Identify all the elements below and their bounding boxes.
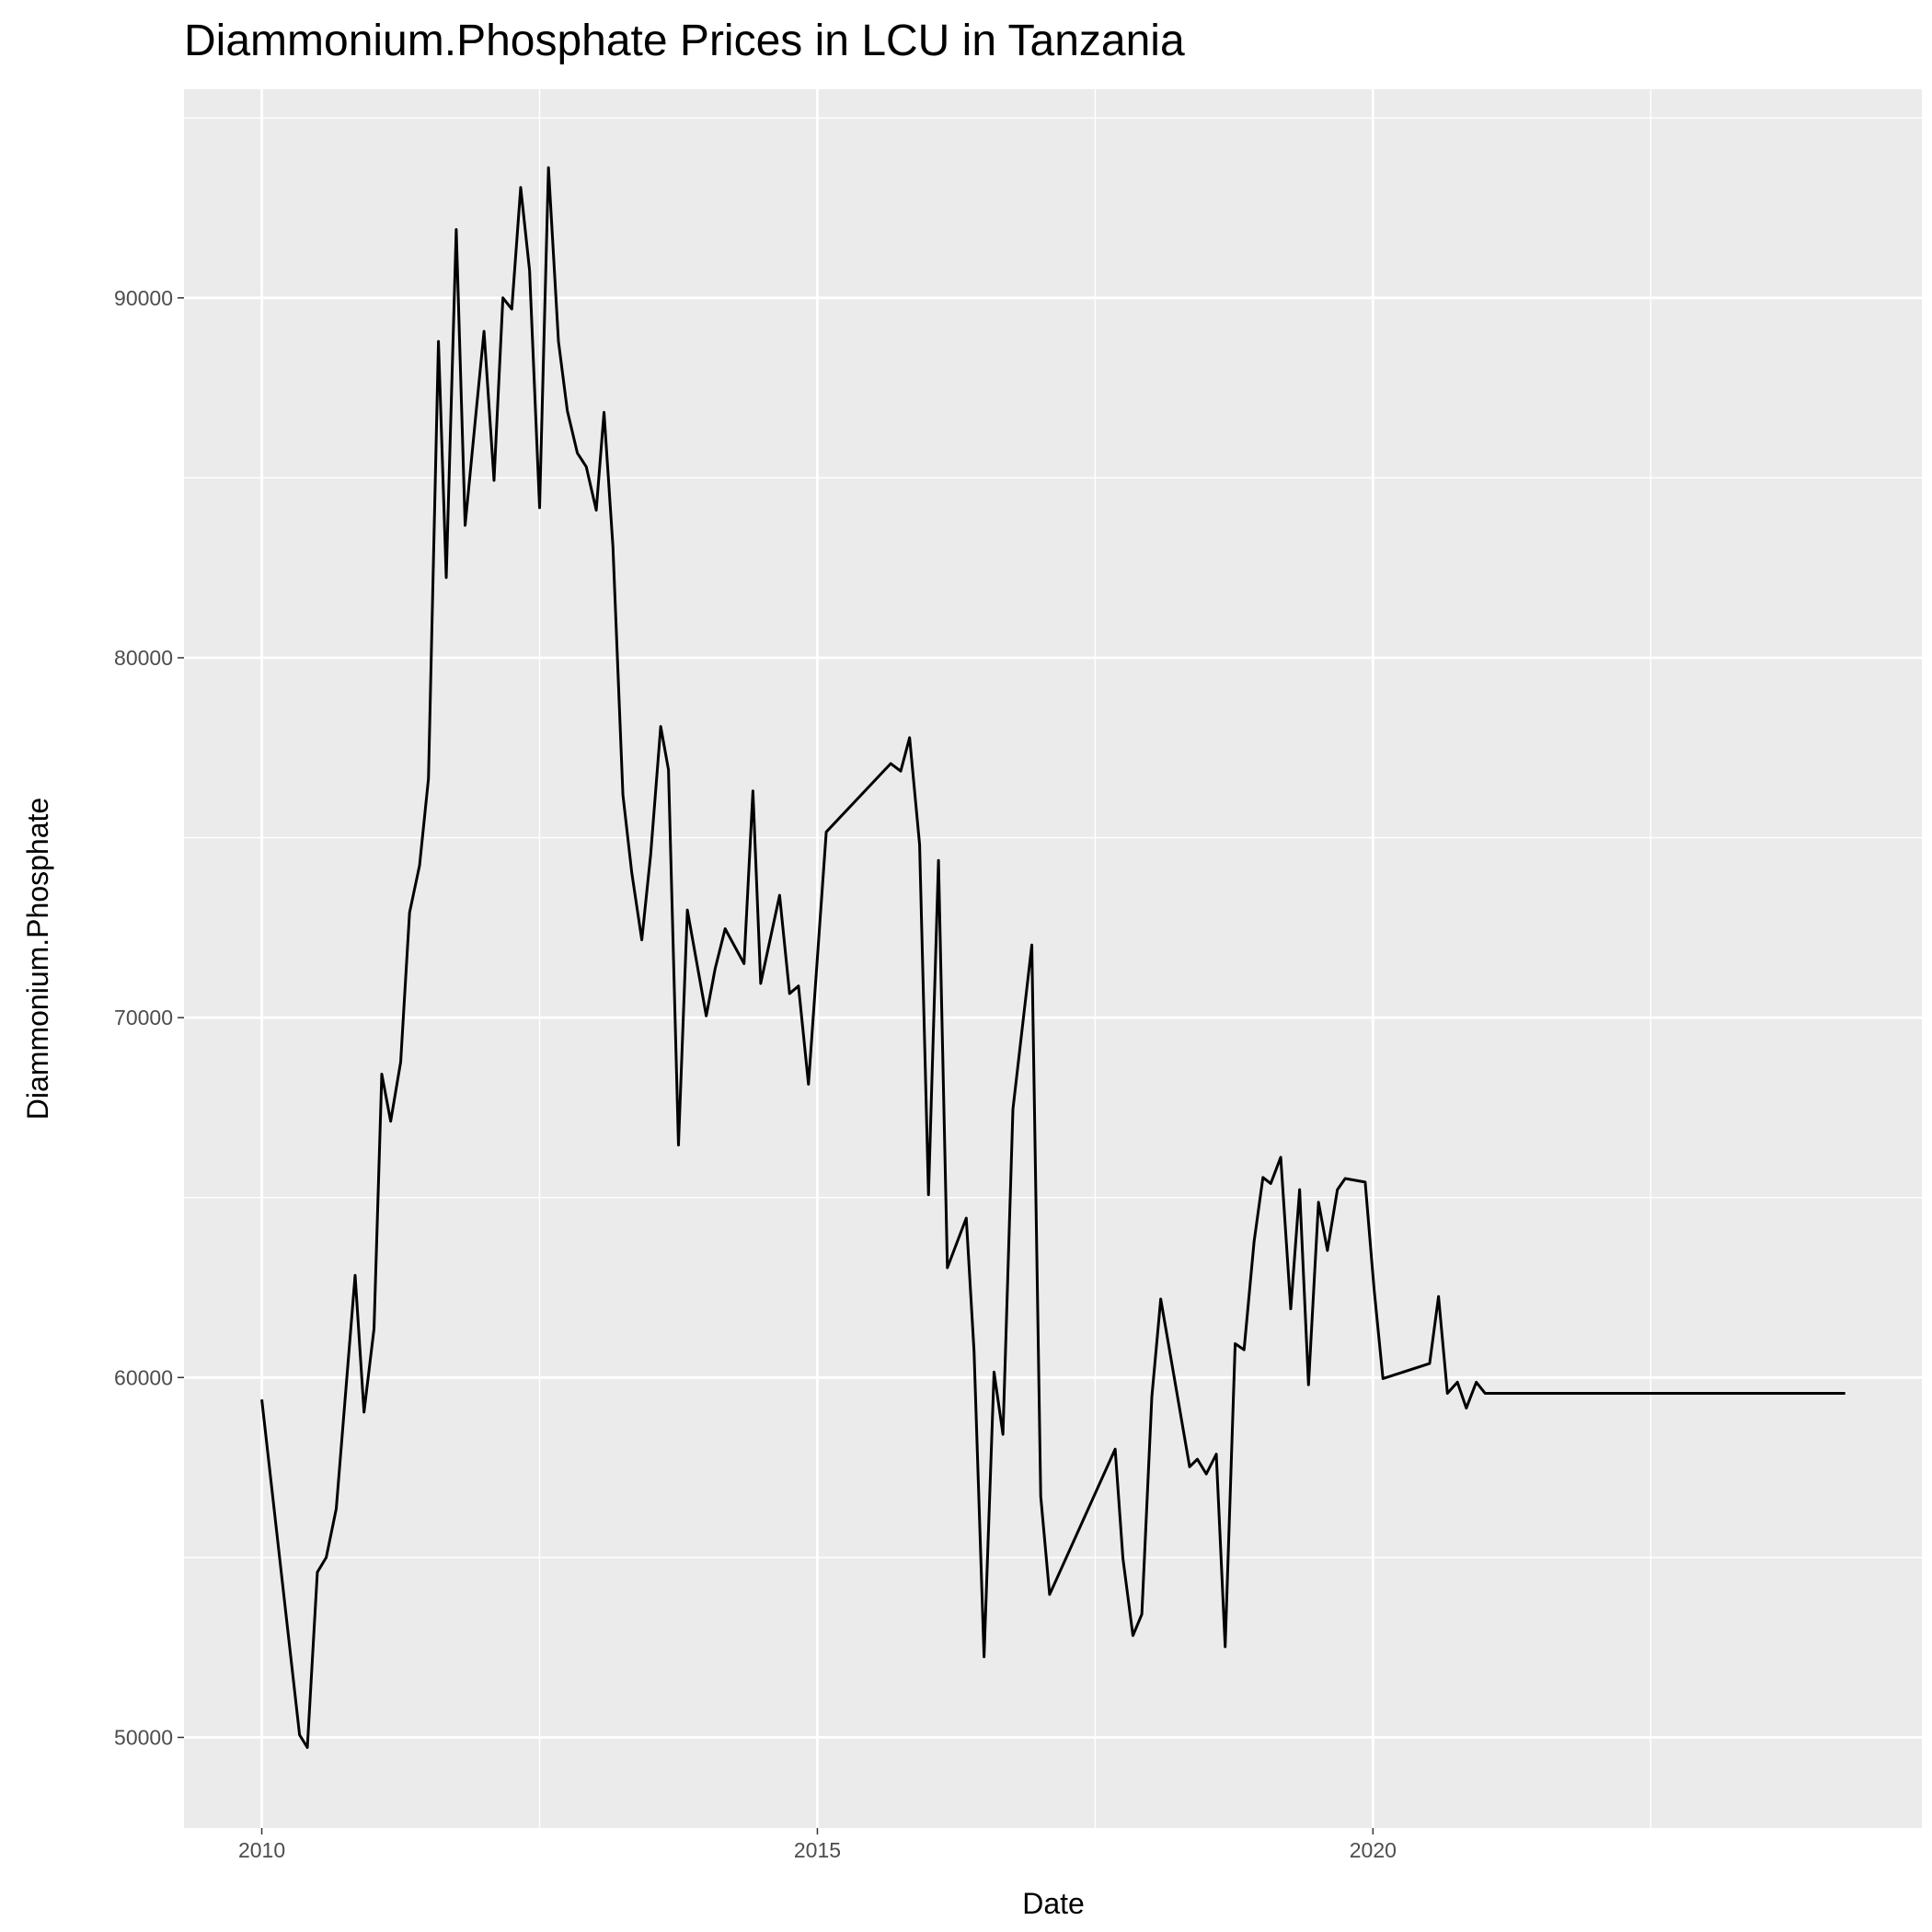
data-line	[260, 166, 1846, 1749]
y-tick-label: 80000	[114, 646, 173, 670]
y-axis-title: Diammonium.Phosphate	[21, 798, 54, 1120]
x-tick-label: 2020	[1350, 1838, 1397, 1862]
chart-title: Diammonium.Phosphate Prices in LCU in Ta…	[184, 17, 1185, 65]
x-tick-label: 2010	[238, 1838, 285, 1862]
y-tick-label: 70000	[114, 1006, 173, 1029]
y-tick-label: 50000	[114, 1725, 173, 1749]
x-axis-title: Date	[1022, 1887, 1085, 1920]
x-tick-label: 2015	[794, 1838, 841, 1862]
plot-panel	[184, 89, 1922, 1828]
y-tick-label: 60000	[114, 1365, 173, 1389]
y-tick-label: 90000	[114, 286, 173, 310]
